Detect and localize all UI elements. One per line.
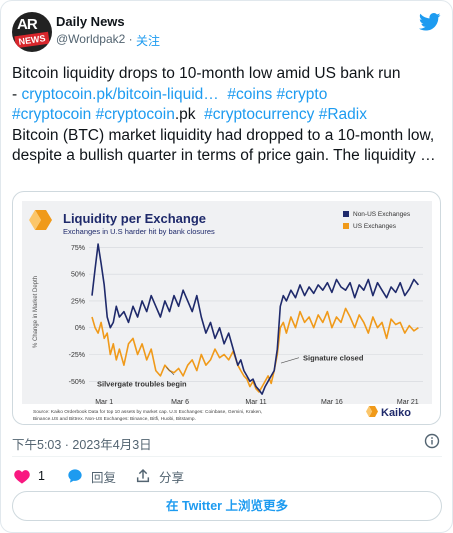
y-tick-label: 75%	[71, 245, 85, 252]
hashtag-cryptocurrency[interactable]: #cryptocurrency	[204, 106, 315, 123]
chart-logo-icon	[29, 210, 52, 230]
series-line-non-us	[91, 243, 420, 395]
twitter-bird-icon[interactable]	[419, 13, 441, 31]
chart-annotations: Silvergate troubles begin Signature close…	[97, 354, 364, 389]
chart-title: Liquidity per Exchange	[63, 211, 206, 226]
annotation-label: Signature closed	[303, 354, 364, 363]
chart-background	[22, 201, 432, 404]
kaiko-brand: Kaiko	[381, 407, 411, 419]
x-tick-labels: Mar 1 Mar 6 Mar 11 Mar 16 Mar 21	[95, 399, 419, 406]
y-axis-label: % Change in Market Depth	[33, 276, 39, 348]
tweet-media-image[interactable]: Liquidity per Exchange Exchanges in U.S …	[12, 191, 441, 425]
y-tick-label: 0%	[75, 325, 85, 332]
x-tick-label: Mar 6	[171, 399, 189, 406]
tweet-line1: Bitcoin liquidity drops to 10-month low …	[12, 65, 401, 82]
reply-label: 回复	[91, 470, 117, 485]
like-button[interactable]: 1	[14, 467, 45, 485]
chart-legend: Non-US Exchanges US Exchanges	[343, 211, 411, 230]
info-icon[interactable]	[424, 433, 440, 449]
read-more-button[interactable]: 在 Twitter 上浏览更多	[12, 491, 442, 521]
hashtag-coins[interactable]: #coins	[227, 85, 273, 103]
tweet-timestamp[interactable]: 下午5:03 · 2023年4月3日	[12, 438, 152, 452]
legend-swatch	[343, 223, 349, 229]
share-icon	[136, 468, 150, 483]
avatar-text-ar: AR	[17, 16, 38, 33]
author-name[interactable]: Daily News	[56, 14, 125, 29]
y-tick-label: -25%	[69, 352, 85, 359]
legend-label: Non-US Exchanges	[353, 211, 411, 218]
y-tick-label: 50%	[71, 272, 85, 279]
source-note-line2: Binance.US and Bittrex. Non-US Exchanges…	[33, 416, 196, 422]
hashtag-cryptocoin-pk[interactable]: #cryptocoin	[95, 106, 175, 123]
share-label: 分享	[159, 470, 185, 485]
article-link[interactable]: cryptocoin.pk/bitcoin-liquid…	[21, 85, 219, 103]
author-handle-line: @Worldpak2 ·	[56, 32, 133, 46]
reply-button[interactable]: 回复	[67, 467, 116, 485]
hashtag-radix[interactable]: #Radix	[318, 106, 367, 123]
x-tick-label: Mar 11	[245, 399, 266, 406]
y-tick-labels: 75% 50% 25% 0% -25% -50%	[69, 245, 85, 386]
source-note-line1: Source: Kaiko Orderbook Data for top 10 …	[33, 409, 262, 415]
x-tick-label: Mar 1	[95, 399, 113, 406]
series-lines	[91, 243, 420, 395]
y-tick-label: -50%	[69, 379, 85, 386]
annotation-pointer	[166, 367, 175, 376]
like-count: 1	[38, 469, 45, 483]
tweet-dash: -	[12, 85, 22, 103]
share-button[interactable]: 分享	[135, 467, 184, 485]
kaiko-logo-icon	[366, 406, 378, 417]
divider	[12, 456, 442, 457]
author-handle[interactable]: @Worldpak2	[56, 32, 126, 46]
x-tick-label: Mar 21	[397, 399, 419, 406]
avatar[interactable]: AR NEWS	[12, 12, 52, 52]
annotation-pointer	[280, 357, 300, 364]
tweet-body: Bitcoin (BTC) market liquidity had dropp…	[12, 126, 436, 165]
handle-separator: ·	[128, 32, 133, 46]
x-tick-label: Mar 16	[321, 399, 343, 406]
series-line-us	[91, 307, 419, 393]
annotation-label: Silvergate troubles begin	[97, 379, 187, 388]
cryptocoin-pk-suffix: .pk	[174, 106, 196, 123]
y-tick-label: 25%	[71, 298, 85, 305]
follow-button[interactable]: 关注	[136, 34, 161, 48]
reply-bubble-icon	[68, 469, 82, 483]
hashtag-cryptocoin[interactable]: #cryptocoin	[12, 106, 92, 123]
legend-swatch	[343, 211, 349, 217]
source-strip	[22, 404, 432, 424]
hashtag-crypto[interactable]: #crypto	[276, 85, 328, 103]
chart-subtitle: Exchanges in U.S harder hit by bank clos…	[63, 227, 215, 236]
avatar-text-news: NEWS	[14, 31, 50, 49]
legend-label: US Exchanges	[353, 223, 397, 230]
tweet-text: Bitcoin liquidity drops to 10-month low …	[12, 64, 444, 167]
liquidity-chart: Liquidity per Exchange Exchanges in U.S …	[22, 201, 432, 424]
heart-icon	[14, 469, 30, 484]
